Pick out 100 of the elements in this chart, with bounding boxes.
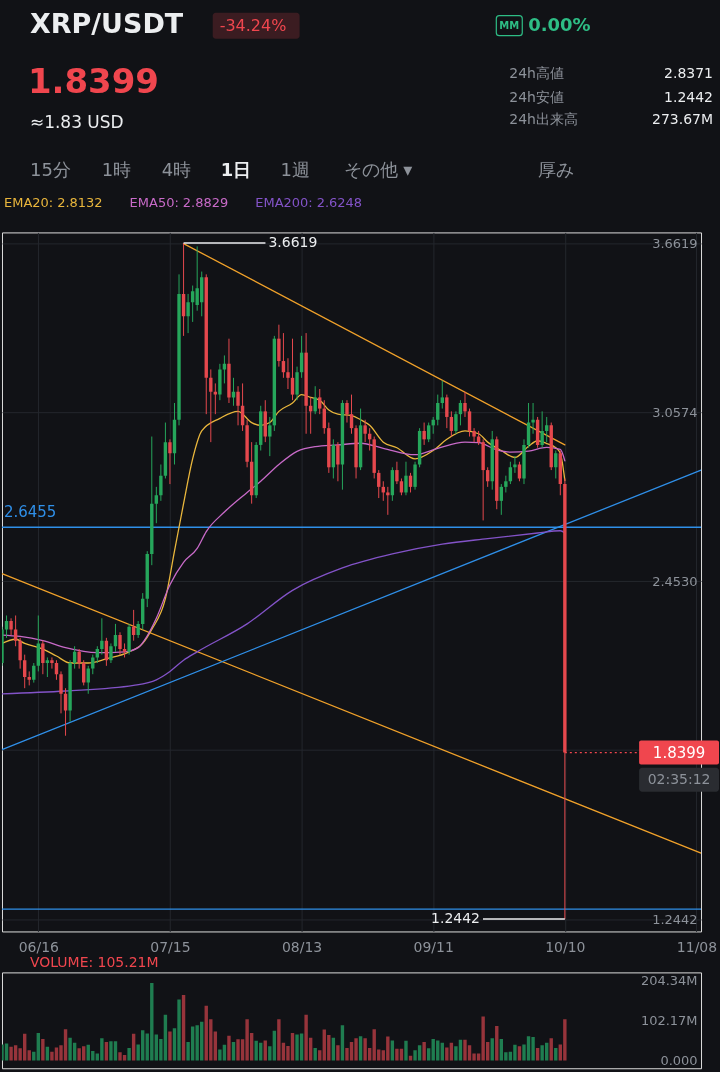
bar (68, 1037, 72, 1061)
bar (50, 1051, 54, 1061)
candlestick (454, 410, 458, 435)
y-tick-label: 102.17M (640, 1012, 698, 1028)
text: MM (499, 19, 520, 31)
line-series (2, 393, 566, 664)
bar (513, 1044, 517, 1061)
bar (295, 1034, 299, 1061)
candlestick (45, 656, 50, 678)
candlestick (422, 422, 426, 446)
bar (109, 1041, 113, 1061)
text: 24h出来高 (509, 110, 578, 127)
text: -34.24% (219, 15, 287, 35)
x-tick-label: 07/15 (150, 938, 191, 955)
bar (195, 1025, 199, 1061)
candlestick (445, 394, 449, 429)
candlestick (186, 293, 190, 334)
annotation: 3.6619 (268, 234, 318, 251)
candlestick (159, 464, 163, 502)
bar (354, 1038, 358, 1061)
text: 15分 (29, 159, 71, 181)
text: ≈1.83 USD (29, 111, 124, 132)
x-tick-label: 09/11 (413, 938, 454, 955)
bar (395, 1048, 399, 1061)
ref-line-label: 1.8399 (652, 743, 706, 762)
candlestick (195, 245, 199, 312)
ref-line-label: 2.6455 (3, 503, 57, 522)
candlestick (77, 648, 81, 670)
candlestick (513, 455, 517, 474)
bar (363, 1038, 367, 1061)
candlestick (386, 486, 390, 516)
candlestick (531, 402, 535, 435)
bar (218, 1049, 222, 1061)
bar (41, 1038, 45, 1061)
candlestick (295, 366, 299, 401)
text: 1.2442 (664, 88, 714, 105)
candlestick (413, 461, 417, 491)
text: 24h安値 (509, 88, 564, 105)
candlestick (540, 410, 544, 449)
candlestick (213, 382, 218, 415)
text: EMA50: 2.8829 (129, 195, 229, 211)
candlestick (363, 419, 367, 443)
y-tick-label: 204.34M (640, 972, 698, 988)
candlestick (41, 640, 45, 675)
candlestick (395, 461, 399, 485)
text: EMA20: 2.8132 (3, 195, 103, 211)
candlestick (18, 637, 22, 670)
bar (227, 1035, 231, 1061)
bar (386, 1036, 390, 1061)
bar (422, 1042, 426, 1061)
text: 24h高値 (509, 64, 564, 81)
bar (531, 1036, 535, 1061)
candlestick (236, 385, 240, 426)
text: EMA200: 2.6248 (255, 195, 363, 211)
text: 1時 (101, 159, 132, 181)
bar (9, 1046, 13, 1061)
candlestick (50, 656, 54, 670)
candlestick (13, 614, 18, 647)
bar (277, 1019, 281, 1061)
bar (540, 1045, 544, 1061)
bar (304, 1014, 308, 1061)
y-tick-label: 0.000 (660, 1052, 698, 1068)
candlestick (467, 408, 472, 438)
bar (563, 1019, 567, 1061)
text: その他 ▾ (343, 159, 413, 181)
candlestick (345, 399, 349, 424)
text: 273.67M (652, 110, 714, 127)
bar (118, 1052, 122, 1061)
line-series (2, 530, 566, 695)
bar (77, 1048, 81, 1061)
text: 1週 (280, 159, 311, 181)
candlestick (59, 670, 63, 714)
candlestick (109, 642, 113, 664)
candlestick (268, 416, 272, 457)
x-tick-label: 08/13 (281, 938, 323, 955)
text: 4時 (161, 159, 192, 181)
candlestick (82, 659, 86, 686)
bar (127, 1047, 131, 1061)
bar (245, 1019, 249, 1061)
candlestick (118, 631, 122, 656)
text: 0.00% (528, 13, 591, 35)
candlestick (100, 617, 104, 656)
candlestick (91, 654, 95, 675)
bar (168, 1031, 172, 1061)
bar (100, 1038, 104, 1061)
text: 1.8399 (27, 60, 159, 101)
candlestick (286, 357, 290, 390)
text: 厚み (538, 159, 575, 181)
annotation: 1.2442 (431, 910, 480, 927)
y-tick-label: 3.0574 (652, 404, 698, 420)
candlestick (154, 486, 159, 524)
bar (254, 1040, 258, 1061)
candlestick (463, 391, 467, 418)
bar (445, 1047, 449, 1061)
bar (2, 1044, 4, 1061)
bar (463, 1039, 467, 1061)
text: 1日 (220, 159, 252, 181)
candlestick (336, 441, 340, 482)
candlestick (545, 416, 549, 443)
chart-title: XRP/USDT (29, 7, 184, 39)
